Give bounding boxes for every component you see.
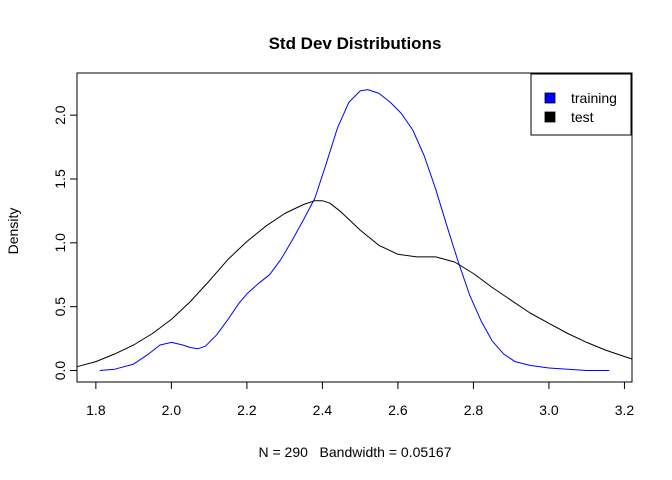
x-tick-label: 2.6 [388, 402, 408, 418]
x-tick-label: 2.4 [313, 402, 333, 418]
x-tick-label: 2.2 [237, 402, 257, 418]
y-tick-label: 2.0 [52, 105, 68, 125]
x-axis-label: N = 290 Bandwidth = 0.05167 [258, 444, 451, 460]
legend-swatch-test [544, 111, 556, 123]
legend-label-test: test [571, 109, 594, 125]
x-tick-label: 1.8 [86, 402, 106, 418]
series-line-training [99, 89, 610, 371]
legend-label-training: training [571, 90, 617, 106]
x-tick-label: 2.8 [464, 402, 484, 418]
y-axis-label: Density [5, 208, 21, 255]
x-axis: 1.8 2.0 2.2 2.4 2.6 2.8 3.0 3.2 [86, 381, 635, 418]
x-tick-label: 3.0 [539, 402, 559, 418]
y-tick-label: 1.0 [52, 233, 68, 253]
series-line-test [76, 200, 633, 368]
x-tick-label: 3.2 [615, 402, 635, 418]
legend-box [530, 73, 632, 136]
chart-title: Std Dev Distributions [269, 34, 442, 53]
y-axis: 0.0 0.5 1.0 1.5 2.0 [52, 105, 78, 381]
x-tick-label: 2.0 [162, 402, 182, 418]
legend-swatch-training [544, 92, 556, 104]
y-tick-label: 0.0 [52, 361, 68, 381]
legend: training test [530, 73, 632, 136]
series-layer [76, 89, 633, 371]
y-tick-label: 0.5 [52, 297, 68, 317]
y-tick-label: 1.5 [52, 169, 68, 189]
